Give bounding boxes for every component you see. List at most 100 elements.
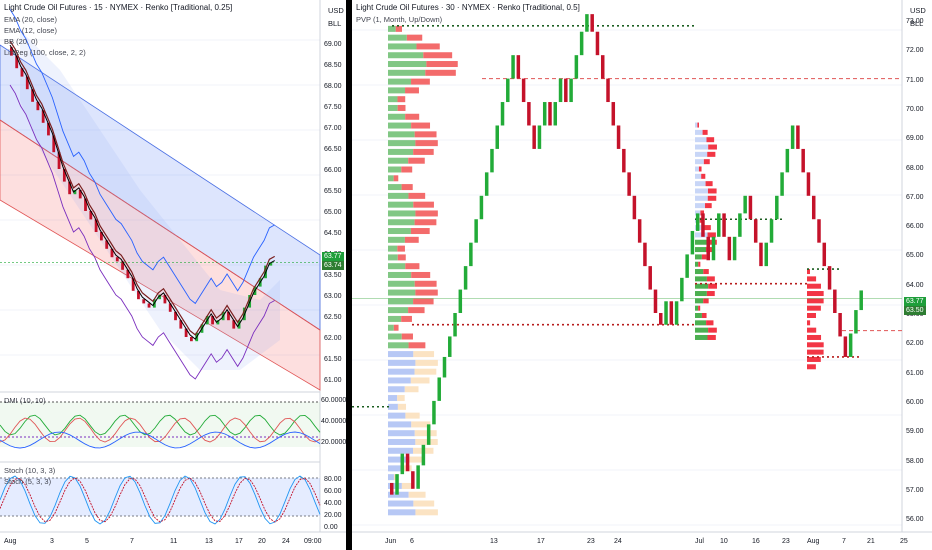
pvp-volume-bar-down [414, 368, 437, 375]
pvp-volume-bar-up [388, 201, 414, 208]
renko-brick [211, 316, 214, 325]
pvp-volume-bar-up [388, 61, 427, 68]
renko-brick [100, 232, 103, 241]
pvp-volume-bar-down [807, 334, 822, 340]
renko-brick [806, 172, 811, 196]
pvp-volume-bar-down [393, 175, 399, 182]
left-price-tick: 68.50 [324, 62, 342, 69]
renko-brick [827, 266, 832, 290]
pvp-volume-bar-up [388, 78, 412, 85]
renko-brick [426, 424, 431, 445]
pvp-volume-bar-up [695, 261, 699, 267]
renko-brick [616, 125, 621, 149]
pvp-volume-bar-down [708, 327, 717, 333]
left-time-tick: 24 [282, 538, 290, 545]
renko-brick [458, 289, 463, 313]
right-time-tick: 23 [587, 538, 595, 545]
pvp-volume-bar-up [388, 271, 412, 278]
pvp-volume-bar-down [401, 333, 413, 340]
pvp-volume-bar-up [388, 280, 415, 287]
pvp-volume-bar-down [415, 210, 438, 217]
pvp-volume-bar-up [388, 140, 416, 147]
pvp-volume-bar-down [401, 166, 413, 173]
pvp-volume-bar-up [388, 307, 409, 314]
pvp-volume-bar-up [695, 269, 704, 275]
right-price-tick: 59.00 [906, 428, 924, 436]
pvp-volume-bar-down [698, 261, 701, 267]
pvp-volume-bar-up [695, 144, 709, 150]
pvp-volume-bar-up [695, 291, 707, 297]
renko-brick [622, 148, 626, 173]
pvp-volume-bar-up [388, 351, 414, 358]
renko-brick [659, 313, 663, 325]
left-time-tick: 11 [170, 538, 178, 545]
renko-brick [811, 195, 816, 220]
pvp-volume-bar-down [706, 320, 714, 326]
left-chart-canvas[interactable] [0, 0, 346, 550]
pvp-volume-bar-up [388, 474, 394, 481]
renko-brick [521, 78, 526, 103]
renko-brick [780, 172, 784, 196]
renko-brick [52, 135, 56, 153]
left-indicator-bb[interactable]: BB (20, 0) [4, 37, 38, 46]
pvp-volume-bar-down [807, 320, 811, 326]
pvp-volume-bar-down [408, 157, 425, 164]
left-chart-pane[interactable]: Light Crude Oil Futures · 15 · NYMEX · R… [0, 0, 346, 550]
renko-brick [31, 89, 34, 102]
pvp-volume-bar-down [407, 456, 425, 463]
left-time-tick: Aug [4, 538, 17, 545]
renko-brick [190, 337, 193, 342]
renko-brick [469, 242, 473, 267]
renko-brick [163, 295, 167, 304]
pane-divider[interactable] [346, 0, 352, 550]
left-price-tick: 68.00 [324, 83, 342, 90]
left-indicator-ema20[interactable]: EMA (20, close) [4, 15, 57, 24]
renko-brick [585, 14, 589, 32]
right-chart-pane[interactable]: Light Crude Oil Futures · 30 · NYMEX · R… [352, 0, 932, 550]
pvp-volume-bar-up [388, 228, 411, 235]
right-chart-canvas[interactable] [352, 0, 932, 550]
right-indicator-pvp[interactable]: PVP (1, Month, Up/Down) [356, 15, 443, 24]
renko-brick [131, 278, 135, 291]
pvp-volume-bar-up [695, 137, 707, 143]
renko-brick [632, 195, 637, 220]
renko-brick [15, 55, 19, 69]
pvp-volume-bar-up [695, 313, 702, 318]
left-indicator-ema12[interactable]: EMA (12, close) [4, 26, 57, 35]
stoch2-indicator-label[interactable]: Stoch (5, 3, 3) [4, 477, 52, 486]
renko-brick [627, 172, 631, 196]
renko-brick [822, 242, 827, 267]
stoch1-indicator-label[interactable]: Stoch (10, 3, 3) [4, 466, 56, 475]
left-dmi-tick: 40.0000 [321, 418, 346, 425]
renko-brick [442, 356, 447, 378]
renko-brick [579, 31, 584, 56]
renko-brick [801, 148, 805, 173]
pvp-volume-bar-up [388, 210, 416, 217]
pvp-volume-bar-down [406, 34, 423, 41]
dmi-minus-line [0, 417, 321, 443]
left-indicator-linreg[interactable]: LinReg (100, close, 2, 2) [4, 48, 86, 57]
pvp-volume-bar-down [405, 412, 420, 419]
pvp-volume-bar-up [388, 69, 426, 76]
pvp-volume-bar-down [413, 500, 435, 507]
left-time-right-label: 09:00 [304, 538, 322, 545]
pvp-volume-bar-down [413, 298, 434, 305]
pvp-volume-bar-up [695, 254, 702, 260]
right-price-tick: 64.00 [906, 281, 924, 289]
renko-brick [68, 181, 72, 195]
right-price-tick: 62.00 [906, 340, 924, 348]
dmi-indicator-label[interactable]: DMI (10, 10) [4, 396, 46, 405]
pvp-volume-bar-down [807, 327, 817, 333]
left-price-tick: 67.50 [324, 104, 342, 111]
renko-brick [790, 125, 795, 149]
pvp-volume-bar-down [405, 87, 419, 94]
renko-brick [738, 213, 742, 237]
right-price-tick: 56.00 [906, 516, 924, 524]
ema12-line [9, 44, 275, 340]
pvp-volume-bar-up [695, 166, 699, 172]
pvp-volume-bar-down [404, 236, 419, 243]
left-currency-label: USD [328, 6, 344, 15]
pvp-volume-bar-down [411, 78, 430, 85]
pvp-volume-bar-down [701, 254, 707, 260]
right-time-tick: Aug [807, 538, 820, 545]
